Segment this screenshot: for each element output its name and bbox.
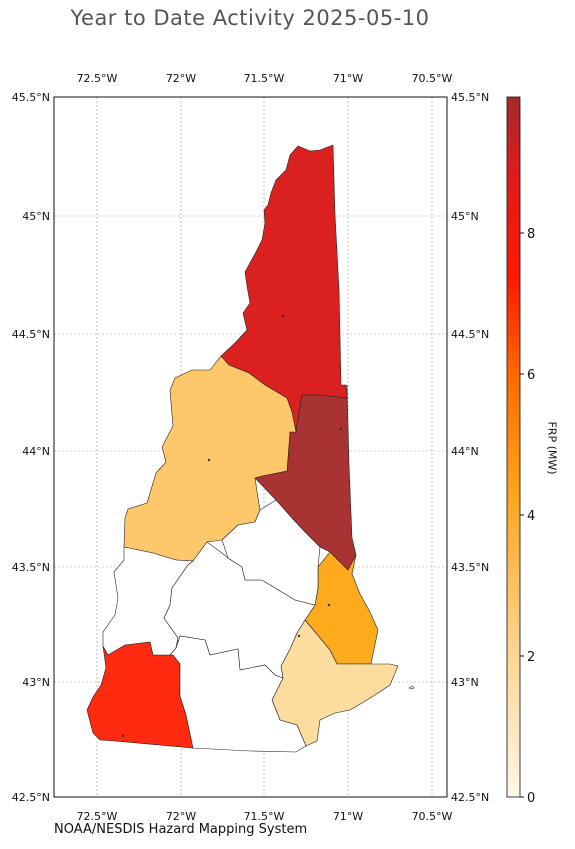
county-centroid-strafford bbox=[327, 603, 331, 607]
map-frame bbox=[53, 96, 448, 798]
lon-label-top: 72°W bbox=[166, 72, 196, 85]
lat-label-right: 43°N bbox=[451, 676, 479, 689]
lon-label-bottom: 72°W bbox=[166, 810, 196, 823]
county-centroid-hillsborough bbox=[121, 734, 125, 738]
lat-label-left: 45°N bbox=[22, 210, 50, 223]
lon-label-bottom: 71.5°W bbox=[244, 810, 285, 823]
county-belknap bbox=[221, 499, 321, 606]
colorbar-tick-label: 8 bbox=[527, 227, 535, 242]
lat-label-left: 43°N bbox=[22, 676, 50, 689]
lat-label-right: 42.5°N bbox=[451, 791, 489, 804]
lat-labels-right: 45.5°N 45°N 44.5°N 44°N 43.5°N 43°N 42.5… bbox=[451, 91, 489, 804]
lat-label-right: 44.5°N bbox=[451, 328, 489, 341]
lat-label-right: 43.5°N bbox=[451, 561, 489, 574]
county-centroid-merrimack bbox=[297, 634, 301, 638]
lon-label-bottom: 71°W bbox=[333, 810, 363, 823]
county-cheshire-east bbox=[169, 635, 307, 753]
county-centroid-grafton bbox=[207, 458, 211, 462]
lat-label-left: 43.5°N bbox=[12, 561, 50, 574]
colorbar-gradient bbox=[506, 96, 521, 798]
lat-label-right: 45°N bbox=[451, 210, 479, 223]
lon-label-bottom: 72.5°W bbox=[77, 810, 118, 823]
colorbar-tick-label: 0 bbox=[527, 791, 535, 806]
county-centroid-coos bbox=[281, 314, 285, 318]
county-layer bbox=[86, 144, 415, 753]
lon-label-top: 71°W bbox=[333, 72, 363, 85]
map-title: Year to Date Activity 2025-05-10 bbox=[70, 6, 430, 30]
lat-label-right: 45.5°N bbox=[451, 91, 489, 104]
lat-label-left: 44.5°N bbox=[12, 328, 50, 341]
lon-label-top: 70.5°W bbox=[412, 72, 453, 85]
lat-label-right: 44°N bbox=[451, 445, 479, 458]
lon-labels-bottom: 72.5°W 72°W 71.5°W 71°W 70.5°W bbox=[77, 810, 453, 823]
lat-labels-left: 45.5°N 45°N 44.5°N 44°N 43.5°N 43°N 42.5… bbox=[12, 91, 50, 804]
colorbar-tick-label: 6 bbox=[527, 368, 535, 383]
lon-label-top: 72.5°W bbox=[77, 72, 118, 85]
colorbar-label: FRP (MW) bbox=[545, 421, 559, 475]
colorbar-tick-label: 4 bbox=[527, 509, 535, 524]
lon-labels-top: 72.5°W 72°W 71.5°W 71°W 70.5°W bbox=[77, 72, 453, 85]
island-marker bbox=[408, 685, 415, 690]
credit-text: NOAA/NESDIS Hazard Mapping System bbox=[54, 822, 308, 837]
lat-label-left: 45.5°N bbox=[12, 91, 50, 104]
lat-label-left: 42.5°N bbox=[12, 791, 50, 804]
lon-label-top: 71.5°W bbox=[244, 72, 285, 85]
lat-label-left: 44°N bbox=[22, 445, 50, 458]
county-centroid-carroll bbox=[339, 427, 343, 431]
lon-label-bottom: 70.5°W bbox=[412, 810, 453, 823]
colorbar: 0 2 4 6 8 bbox=[506, 96, 535, 806]
colorbar-tick-label: 2 bbox=[527, 650, 535, 665]
